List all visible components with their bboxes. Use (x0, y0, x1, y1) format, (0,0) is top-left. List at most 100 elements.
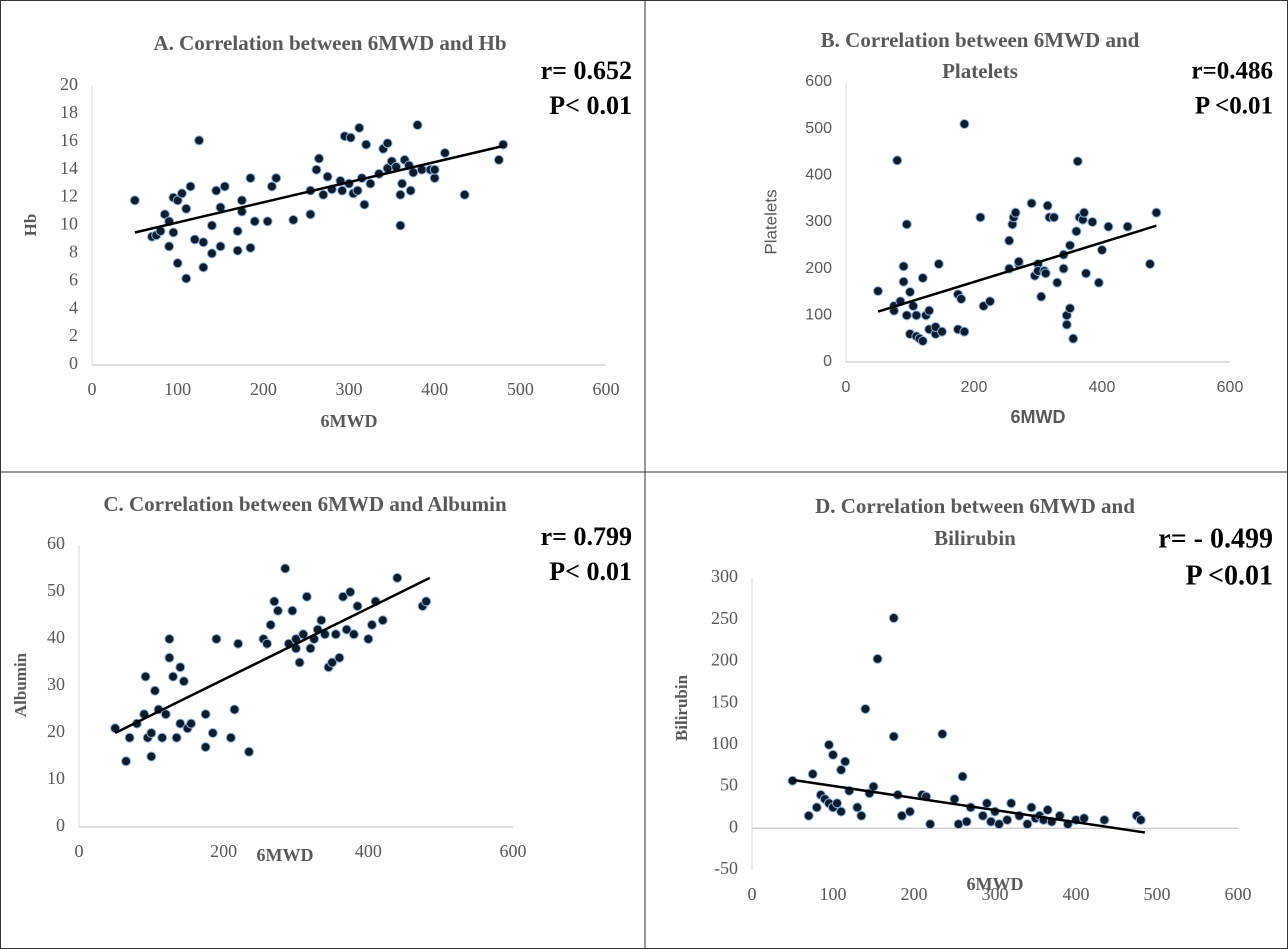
point (1013, 256, 1024, 267)
trendline (792, 778, 1146, 834)
point (178, 676, 189, 687)
y-tick-label: 100 (711, 733, 738, 753)
point (348, 629, 359, 640)
point (186, 718, 197, 729)
point (207, 728, 218, 738)
y-tick-label: 8 (69, 242, 78, 262)
y-tick-label: 10 (47, 768, 65, 788)
point (301, 591, 312, 602)
point (365, 178, 376, 189)
y-tick-label: 300 (711, 566, 738, 586)
y-tick-label: 16 (60, 130, 78, 150)
point (1135, 814, 1146, 825)
x-tick-label: 400 (355, 841, 382, 861)
point (198, 262, 209, 273)
point (961, 816, 972, 827)
x-tick-label: 100 (164, 379, 191, 399)
point (956, 294, 967, 304)
chart-title: D. Correlation between 6MWD and (815, 494, 1135, 518)
point (211, 634, 222, 644)
x-axis-label: 6MWD (1011, 407, 1066, 427)
x-tick-label: 0 (88, 379, 97, 399)
point (382, 138, 393, 149)
point (189, 234, 200, 245)
y-tick-label: 2 (69, 325, 78, 345)
point (898, 261, 909, 272)
point (873, 286, 883, 297)
point (172, 258, 183, 269)
point (959, 119, 970, 129)
point (366, 619, 377, 630)
y-axis-label: Bilirubin (672, 674, 691, 741)
point (1079, 207, 1090, 218)
point (334, 652, 345, 663)
point (298, 629, 309, 640)
annotation: r=0.486 (1191, 58, 1273, 85)
point (892, 155, 903, 166)
y-tick-label: 200 (711, 650, 738, 670)
point (229, 704, 240, 715)
point (1049, 212, 1059, 223)
point (345, 132, 356, 143)
point (852, 802, 863, 813)
point (124, 732, 135, 743)
point (146, 728, 157, 738)
point (352, 601, 363, 612)
point (206, 248, 217, 259)
x-tick-label: 200 (901, 884, 928, 904)
x-tick-label: 600 (1217, 379, 1244, 396)
point (269, 596, 280, 607)
point (933, 259, 944, 269)
point (1079, 813, 1090, 824)
point (316, 615, 327, 626)
point (832, 798, 843, 809)
point (359, 199, 370, 210)
point (421, 596, 432, 607)
point (1006, 798, 1017, 809)
point (1026, 802, 1037, 813)
point (1122, 221, 1133, 232)
x-tick-label: 300 (982, 884, 1009, 904)
annotation: P< 0.01 (549, 557, 632, 586)
x-tick-label: 500 (1144, 884, 1171, 904)
x-tick-label: 100 (820, 884, 847, 904)
point (215, 241, 226, 252)
point (807, 769, 818, 780)
annotation: r= 0.799 (541, 522, 632, 551)
y-tick-label: 50 (47, 580, 65, 600)
point (232, 245, 243, 256)
y-tick-label: 250 (711, 608, 738, 628)
point (981, 798, 992, 809)
point (121, 756, 132, 767)
point (164, 241, 175, 252)
point (168, 671, 179, 682)
point (262, 216, 273, 227)
point (232, 226, 243, 237)
point (937, 729, 948, 740)
trendline (114, 576, 431, 735)
point (392, 572, 403, 583)
y-tick-label: 0 (56, 815, 65, 835)
y-tick-label: 150 (711, 691, 738, 711)
point (1103, 221, 1114, 232)
point (164, 634, 175, 644)
point (949, 794, 960, 805)
point (176, 188, 187, 199)
annotation: r= - 0.499 (1158, 523, 1273, 554)
y-axis-label: Albumin (11, 652, 30, 717)
point (287, 605, 298, 616)
y-tick-label: 400 (805, 167, 832, 184)
x-axis-label: 6MWD (257, 845, 314, 865)
point (917, 336, 928, 346)
point (1061, 319, 1072, 330)
point (977, 810, 988, 821)
trendline (877, 224, 1157, 313)
point (245, 173, 256, 184)
point (337, 185, 348, 196)
point (157, 732, 168, 743)
x-tick-label: 0 (842, 379, 851, 396)
point (338, 591, 349, 602)
point (164, 652, 175, 663)
point (249, 216, 260, 227)
chart-title: B. Correlation between 6MWD and (821, 28, 1140, 52)
